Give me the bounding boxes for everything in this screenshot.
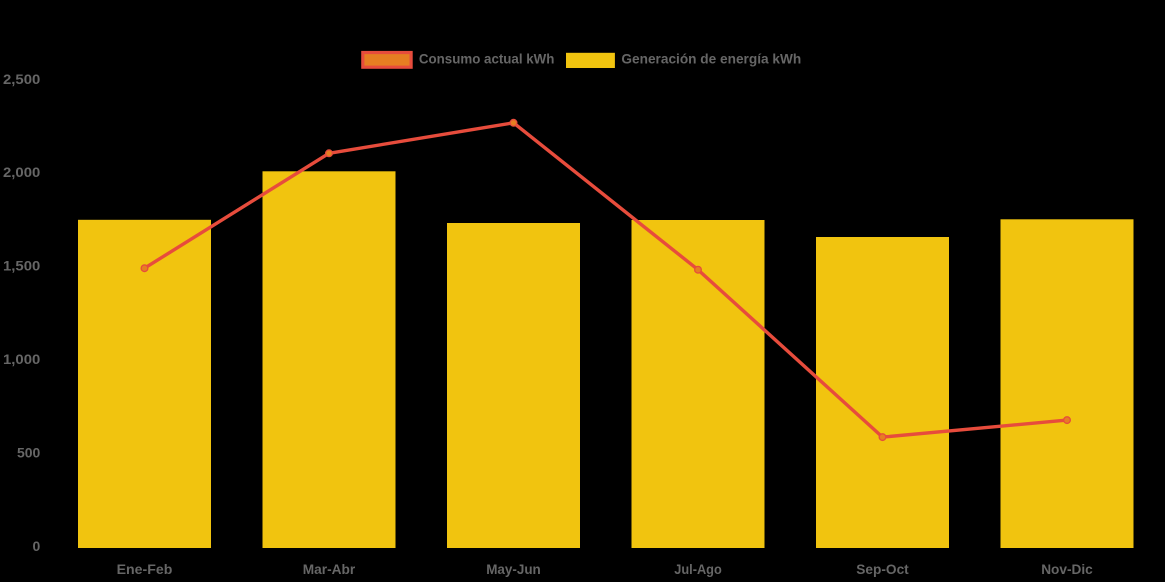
svg-text:Ene-Feb: Ene-Feb — [117, 561, 173, 577]
svg-text:Nov-Dic: Nov-Dic — [1041, 561, 1093, 577]
svg-text:1,000: 1,000 — [3, 351, 41, 367]
svg-text:500: 500 — [17, 444, 41, 460]
svg-text:Consumo actual kWh: Consumo actual kWh — [419, 51, 555, 67]
svg-text:Mar-Abr: Mar-Abr — [303, 561, 356, 577]
svg-text:Sep-Oct: Sep-Oct — [856, 561, 909, 577]
svg-text:Jul-Ago: Jul-Ago — [674, 561, 722, 577]
svg-text:2,500: 2,500 — [3, 71, 41, 87]
svg-text:0: 0 — [33, 538, 41, 554]
svg-text:May-Jun: May-Jun — [486, 561, 541, 577]
svg-text:1,500: 1,500 — [3, 258, 41, 274]
svg-text:Generación de energía kWh: Generación de energía kWh — [621, 51, 801, 67]
svg-text:2,000: 2,000 — [3, 164, 41, 180]
